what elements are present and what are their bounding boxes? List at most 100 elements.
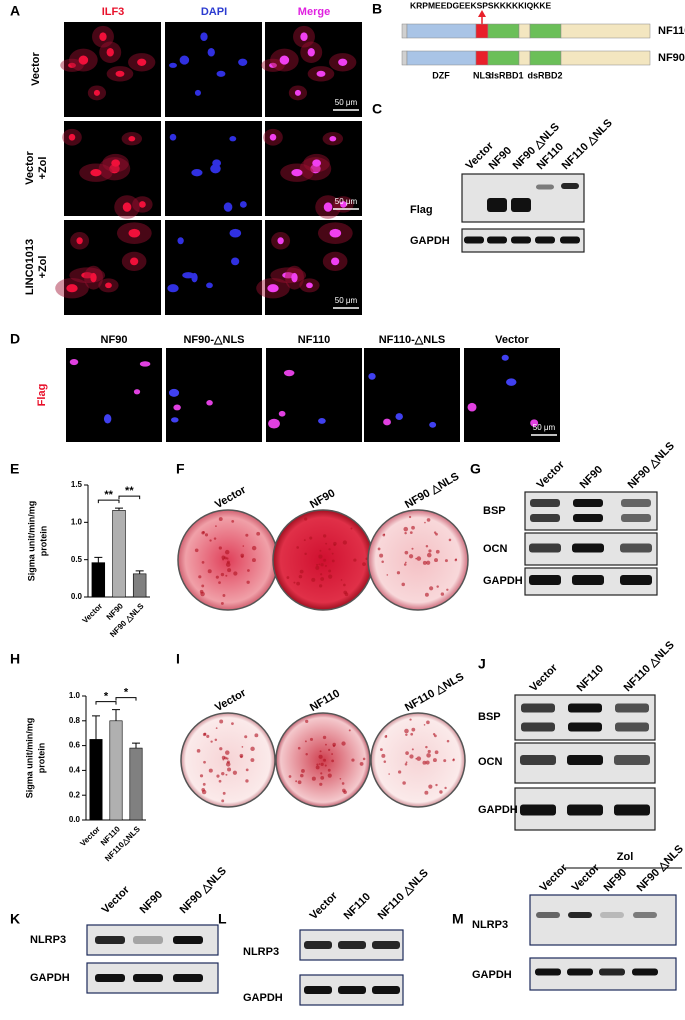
stain-dot <box>315 565 320 570</box>
well <box>275 712 371 808</box>
nucleus <box>106 47 114 57</box>
row-label: +Zol <box>37 256 49 279</box>
stain-dot <box>320 573 323 576</box>
nucleus <box>170 417 179 423</box>
stain-dot <box>425 545 429 548</box>
stain-dot <box>199 589 204 594</box>
scale-label: 50 μm <box>335 296 358 305</box>
stain-dot <box>359 762 364 766</box>
nucleus <box>368 373 376 380</box>
nucleus <box>179 55 190 65</box>
band <box>621 514 651 522</box>
nucleus <box>269 62 277 68</box>
stain-dot <box>320 775 325 780</box>
stain-dot <box>213 537 217 540</box>
nucleus <box>194 89 201 96</box>
lane-label: NF90 <box>602 867 630 895</box>
nucleus <box>282 272 295 279</box>
domain <box>529 23 562 39</box>
nucleus <box>338 58 348 66</box>
stain-dot <box>425 760 430 765</box>
lane-label: NF110 △NLS <box>560 117 615 172</box>
stain-dot <box>216 774 220 778</box>
bar <box>132 573 147 598</box>
band <box>338 941 366 949</box>
nucleus <box>291 272 298 283</box>
stain-dot <box>250 746 255 752</box>
domain <box>475 50 489 66</box>
stain-dot <box>434 558 438 563</box>
stain-dot <box>226 557 229 560</box>
stain-dot <box>328 548 331 551</box>
stain-dot <box>424 521 426 524</box>
panel-label: J <box>478 656 486 672</box>
stain-dot <box>224 549 230 555</box>
stain-dot <box>318 563 321 566</box>
panel-label: L <box>218 911 227 927</box>
nucleus <box>200 32 208 42</box>
stain-dot <box>296 546 299 549</box>
x-tick-label: Vector <box>81 602 105 626</box>
stain-dot <box>339 777 342 780</box>
stain-dot <box>305 753 308 756</box>
band <box>567 755 603 765</box>
stain-dot <box>411 727 416 732</box>
stain-dot <box>426 720 430 725</box>
significance-label: * <box>124 687 129 699</box>
domain <box>487 23 520 39</box>
stain-dot <box>297 780 302 785</box>
nucleus <box>138 201 146 208</box>
stain-dot <box>443 759 447 763</box>
nucleus <box>207 47 215 57</box>
domain-label: NLS <box>473 70 491 80</box>
stain-dot <box>404 531 407 535</box>
nucleus <box>69 359 79 366</box>
stain-dot <box>201 584 205 588</box>
band <box>536 184 554 190</box>
stain-dot <box>424 790 429 795</box>
row-label: Flag <box>410 204 433 216</box>
stain-dot <box>286 576 290 579</box>
blot <box>529 894 677 946</box>
stain-dot <box>301 769 305 773</box>
stain-dot <box>341 741 346 746</box>
stain-dot <box>332 742 336 747</box>
stain-dot <box>388 773 390 775</box>
nucleus <box>306 282 313 289</box>
scale-label: 50 μm <box>335 197 358 206</box>
stain-label: Flag <box>36 384 48 407</box>
band <box>614 804 650 816</box>
band <box>621 499 651 507</box>
nucleus <box>128 136 136 142</box>
band <box>573 499 603 507</box>
lane-label: NF90 △NLS <box>626 440 677 491</box>
stain-dot <box>251 558 256 563</box>
band <box>511 198 531 212</box>
blot <box>524 491 658 531</box>
band <box>620 575 652 585</box>
stain-dot <box>202 530 205 534</box>
lane-label: Vector <box>100 883 133 916</box>
stain-dot <box>381 753 386 758</box>
panel-label: C <box>372 101 382 117</box>
stain-dot <box>199 774 204 778</box>
lane-label: NF110 <box>342 891 373 922</box>
stain-dot <box>435 783 438 787</box>
nucleus <box>307 47 315 57</box>
stain-dot <box>221 771 225 776</box>
stain-dot <box>411 525 415 530</box>
stain-dot <box>320 762 324 767</box>
stain-dot <box>426 560 431 565</box>
nucleus <box>66 284 78 293</box>
isoform-label: NF110 <box>658 25 685 37</box>
stain-dot <box>222 594 226 597</box>
stain-dot <box>225 574 228 577</box>
domain <box>487 50 520 66</box>
axis-title: protein <box>36 743 46 774</box>
stain-dot <box>432 758 437 763</box>
error-bar <box>115 507 123 511</box>
nucleus <box>239 201 247 208</box>
stain-dot <box>422 560 427 565</box>
bar <box>129 747 143 821</box>
nucleus <box>167 284 179 293</box>
